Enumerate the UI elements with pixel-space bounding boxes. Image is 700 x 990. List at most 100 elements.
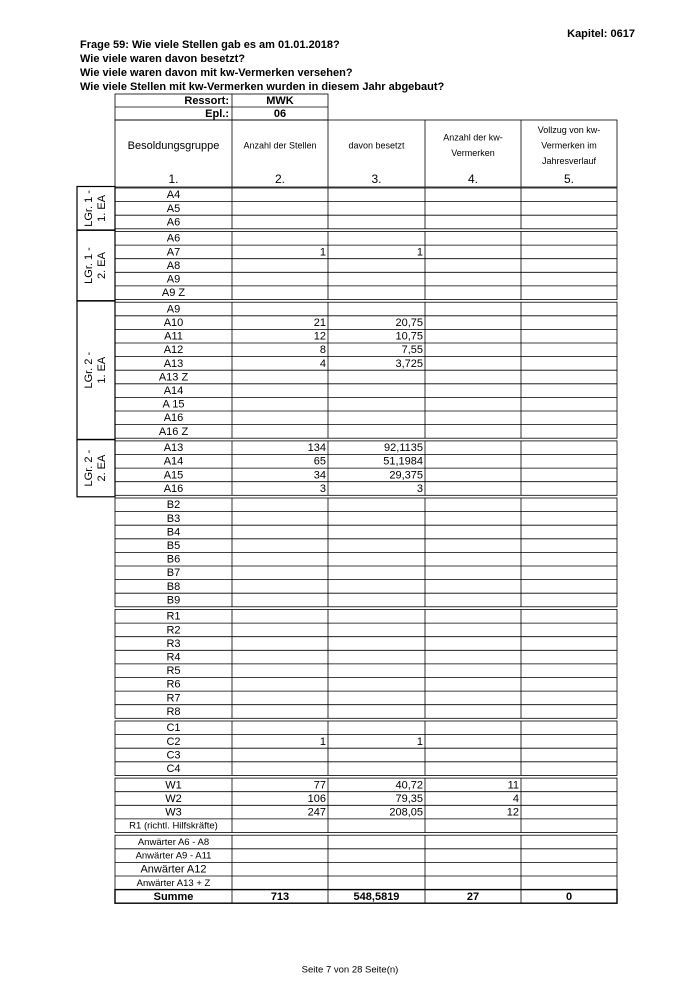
row-label: A5 <box>167 203 180 215</box>
row-label: A16 <box>164 412 184 424</box>
row-label: R6 <box>166 679 180 691</box>
side-label: 2. EA <box>96 454 108 482</box>
row-label: A 15 <box>162 399 184 411</box>
header-box <box>114 119 618 188</box>
row-label: C1 <box>166 722 180 734</box>
row-label: R8 <box>166 706 180 718</box>
row-label: A9 Z <box>162 287 186 299</box>
row-label: W1 <box>165 779 182 791</box>
cell-value: 92,1135 <box>384 442 423 454</box>
row-label: A7 <box>167 246 180 258</box>
column-number: 3. <box>371 172 381 186</box>
side-label: 1. EA <box>96 356 108 384</box>
column-label: Vollzug von kw- <box>538 125 601 135</box>
column-label: Vermerken <box>451 148 495 158</box>
cell-value: 713 <box>271 891 289 903</box>
group-box <box>114 231 618 300</box>
row-label: A6 <box>167 216 180 228</box>
cell-value: 3,725 <box>395 358 423 370</box>
cell-value: 12 <box>507 807 519 819</box>
column-number: 4. <box>468 172 478 186</box>
row-label: B9 <box>167 594 180 606</box>
cell-value: 3 <box>417 483 423 495</box>
row-label: C2 <box>166 736 180 748</box>
side-label: LGr. 2 - <box>83 352 95 389</box>
column-label: davon besetzt <box>348 140 405 150</box>
cell-value: 1 <box>320 246 326 258</box>
column-label: Anzahl der Stellen <box>243 140 316 150</box>
cell-value: 65 <box>314 456 326 468</box>
row-label: B6 <box>167 554 180 566</box>
row-label: R3 <box>166 638 180 650</box>
row-label: Anwärter A6 - A8 <box>138 837 209 848</box>
cell-value: 20,75 <box>395 317 423 329</box>
cell-value: 21 <box>314 317 326 329</box>
cell-value: 134 <box>308 442 326 454</box>
question: Wie viele Stellen mit kw-Vermerken wurde… <box>80 81 445 93</box>
cell-value: 79,35 <box>395 793 423 805</box>
total-box <box>114 888 618 904</box>
side-label: 2. EA <box>96 251 108 279</box>
cell-value: 4 <box>320 358 326 370</box>
cell-value: 1 <box>320 736 326 748</box>
column-label: Anzahl der kw- <box>443 133 503 143</box>
row-label: Summe <box>154 891 194 903</box>
footer: Seite 7 von 28 Seite(n) <box>302 965 399 976</box>
cell-value: 8 <box>320 344 326 356</box>
cell-value: 10,75 <box>395 331 423 343</box>
row-label: B7 <box>167 567 180 579</box>
side-box <box>76 438 116 498</box>
cell-value: 3 <box>320 483 326 495</box>
row-label: C4 <box>166 763 180 775</box>
row-label: A11 <box>164 331 183 343</box>
row-label: R2 <box>166 624 180 636</box>
group-box <box>114 187 618 230</box>
row-label: R1 (richtl. Hilfskräfte) <box>129 821 218 832</box>
row-label: R1 <box>166 611 180 623</box>
column-number: 2. <box>275 172 285 186</box>
row-label: B4 <box>167 526 180 538</box>
cell-value: 1 <box>417 736 423 748</box>
row-label: C3 <box>166 749 180 761</box>
cell-value: 77 <box>314 779 326 791</box>
cell-value: 40,72 <box>395 779 423 791</box>
row-label: A16 <box>164 483 184 495</box>
question: Wie viele waren davon besetzt? <box>80 53 245 65</box>
cell-value: 7,55 <box>402 344 423 356</box>
cell-value: 51,1984 <box>383 456 423 468</box>
row-label: A10 <box>164 317 184 329</box>
side-label: LGr. 1 - <box>83 247 95 284</box>
ressort: MWK <box>266 95 294 107</box>
side-label: 1. EA <box>96 194 108 222</box>
row-label: A16 Z <box>159 426 189 438</box>
row-label: B5 <box>167 540 180 552</box>
column-number: 1. <box>168 172 178 186</box>
row-label: B3 <box>167 513 180 525</box>
cell-value: 11 <box>508 779 519 791</box>
cell-value: 0 <box>566 891 572 903</box>
row-label: A8 <box>167 260 180 272</box>
cell-value: 548,5819 <box>354 891 400 903</box>
row-label: A13 <box>164 442 184 454</box>
row-label: A4 <box>167 189 180 201</box>
row-label: A13 Z <box>159 371 189 383</box>
row-label: Anwärter A13 + Z <box>137 878 211 889</box>
cell-value: 247 <box>308 807 326 819</box>
ressort-label: Ressort: <box>184 95 229 107</box>
column-label: Vermerken im <box>541 140 597 150</box>
cell-value: 106 <box>308 793 326 805</box>
question: Frage 59: Wie viele Stellen gab es am 01… <box>80 39 340 51</box>
column-number: 5. <box>564 172 574 186</box>
cell-value: 208,05 <box>389 807 423 819</box>
row-label: Anwärter A12 <box>140 864 206 876</box>
row-label: A9 <box>167 303 180 315</box>
cell-value: 12 <box>314 331 326 343</box>
epl-label: Epl.: <box>205 108 229 120</box>
row-label: A14 <box>164 456 184 468</box>
cell-value: 34 <box>314 469 326 481</box>
cell-value: 1 <box>417 246 423 258</box>
epl: 06 <box>274 108 286 120</box>
row-label: W3 <box>165 807 182 819</box>
cell-value: 29,375 <box>389 469 423 481</box>
